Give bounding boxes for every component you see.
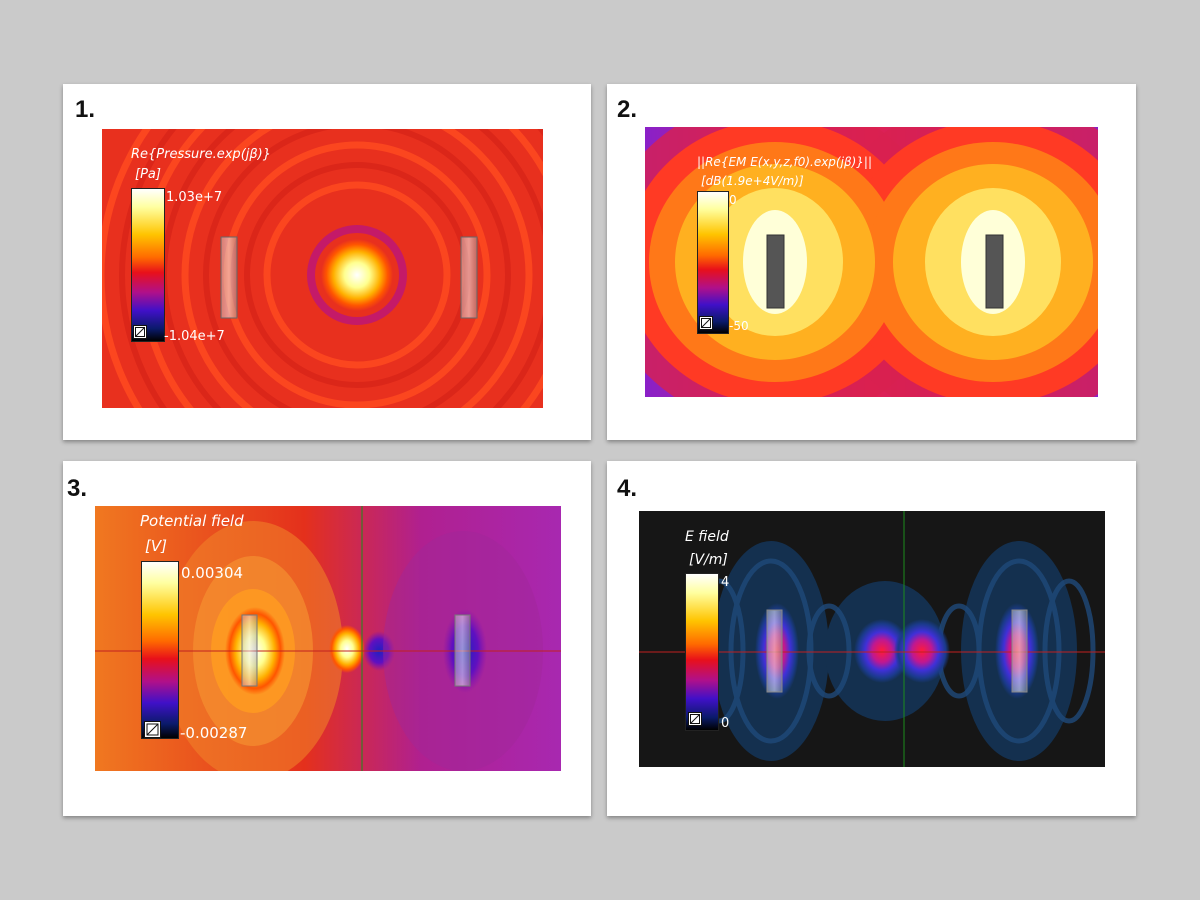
pressure-field-plot: Re{Pressure.exp(jβ)} [Pa] 1.03e+7 -1.04e… xyxy=(102,129,543,408)
panel-3: 3. Potential field [V] 0.00304 -0.00287 xyxy=(63,461,591,816)
colorbar-toggle-icon[interactable] xyxy=(699,316,713,330)
panel-number: 1. xyxy=(75,96,96,123)
colorbar-unit: [Pa] xyxy=(135,167,161,182)
potential-field-plot: Potential field [V] 0.00304 -0.00287 xyxy=(95,506,561,771)
colorbar xyxy=(141,561,179,739)
panel-2: 2. ||Re{EM E(x,y,z,f0).exp(jβ)}|| [dB(1.… xyxy=(607,84,1136,440)
panel-number: 3. xyxy=(67,475,88,502)
colorbar-unit: [dB(1.9e+4V/m)] xyxy=(701,174,804,188)
colorbar-title: E field xyxy=(685,529,729,545)
colorbar-min-label: 0 xyxy=(721,716,730,731)
panel-4: 4. E field xyxy=(607,461,1136,816)
colorbar-toggle-icon[interactable] xyxy=(144,721,161,738)
em-field-plot: ||Re{EM E(x,y,z,f0).exp(jβ)}|| [dB(1.9e+… xyxy=(645,127,1098,397)
colorbar xyxy=(685,573,719,731)
colorbar-title: Potential field xyxy=(140,512,244,530)
colorbar-min-label: -50 xyxy=(729,319,749,333)
e-field-plot: E field [V/m] 4 0 xyxy=(639,511,1105,767)
pressure-field-image xyxy=(102,129,543,408)
colorbar-max-label: 0.00304 xyxy=(181,564,244,582)
e-field-image xyxy=(639,511,1105,767)
panel-number: 2. xyxy=(617,96,638,123)
colorbar-title: Re{Pressure.exp(jβ)} xyxy=(131,147,272,162)
colorbar-max-label: 0 xyxy=(729,193,737,207)
colorbar-title: ||Re{EM E(x,y,z,f0).exp(jβ)}|| xyxy=(697,155,873,169)
colorbar-unit: [V/m] xyxy=(689,552,728,568)
colorbar-max-label: 4 xyxy=(721,575,730,590)
colorbar-toggle-icon[interactable] xyxy=(133,325,147,339)
panel-1: 1. Re{Pressure.exp(jβ)} [Pa] xyxy=(63,84,591,440)
panel-number: 4. xyxy=(617,475,638,502)
colorbar-toggle-icon[interactable] xyxy=(688,712,702,726)
colorbar-max-label: 1.03e+7 xyxy=(166,190,223,205)
colorbar-min-label: -1.04e+7 xyxy=(164,329,225,344)
colorbar-unit: [V] xyxy=(145,537,167,555)
colorbar xyxy=(131,188,165,342)
colorbar xyxy=(697,191,729,334)
colorbar-min-label: -0.00287 xyxy=(180,724,248,742)
